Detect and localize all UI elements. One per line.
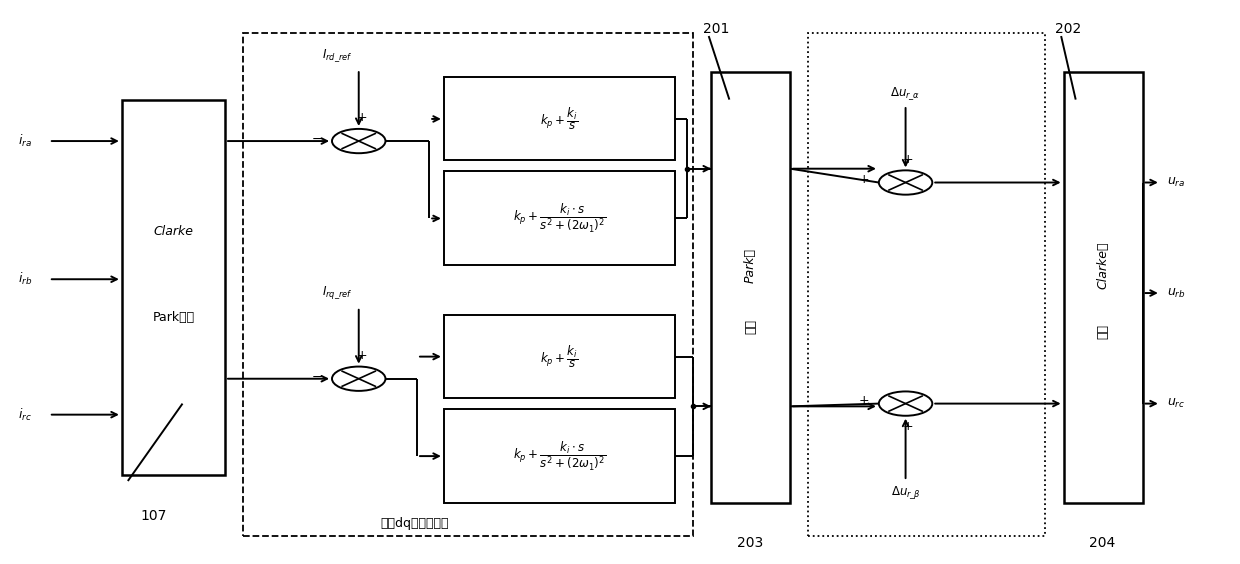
Text: $k_p + \dfrac{k_i \cdot s}{s^2+(2\omega_1)^2}$: $k_p + \dfrac{k_i \cdot s}{s^2+(2\omega_… bbox=[512, 202, 606, 235]
Bar bbox=[444, 409, 675, 503]
Text: $-$: $-$ bbox=[311, 369, 322, 382]
Text: $u_{rb}$: $u_{rb}$ bbox=[1167, 287, 1185, 299]
Text: 204: 204 bbox=[1089, 536, 1116, 550]
Text: 202: 202 bbox=[1055, 22, 1081, 36]
Text: $i_{rc}$: $i_{rc}$ bbox=[19, 407, 32, 422]
Text: 107: 107 bbox=[140, 509, 166, 523]
Text: $+$: $+$ bbox=[858, 173, 869, 186]
Text: $\Delta u_{r\_\alpha}$: $\Delta u_{r\_\alpha}$ bbox=[890, 86, 921, 102]
Text: 203: 203 bbox=[737, 536, 763, 550]
Text: 变换: 变换 bbox=[1096, 324, 1110, 339]
Text: $k_p + \dfrac{k_i}{s}$: $k_p + \dfrac{k_i}{s}$ bbox=[541, 105, 578, 133]
Text: $u_{rc}$: $u_{rc}$ bbox=[1167, 397, 1185, 410]
Text: 变换: 变换 bbox=[744, 319, 758, 334]
Bar bbox=[243, 33, 693, 536]
Circle shape bbox=[879, 391, 932, 416]
Bar bbox=[122, 100, 224, 475]
Text: Clarke: Clarke bbox=[154, 224, 193, 237]
Text: $-$: $-$ bbox=[311, 132, 322, 145]
Text: $+$: $+$ bbox=[858, 394, 869, 407]
Text: $+$: $+$ bbox=[903, 420, 914, 433]
Bar bbox=[1064, 72, 1142, 503]
Text: $I_{rq\_ref}$: $I_{rq\_ref}$ bbox=[322, 284, 352, 301]
Text: $i_{rb}$: $i_{rb}$ bbox=[19, 271, 32, 287]
Circle shape bbox=[879, 170, 932, 195]
Bar bbox=[444, 77, 675, 160]
Text: $+$: $+$ bbox=[356, 349, 367, 362]
Circle shape bbox=[332, 129, 386, 153]
Bar bbox=[711, 72, 790, 503]
Text: Park变换: Park变换 bbox=[153, 311, 195, 324]
Text: 正序dq旋转坐标系: 正序dq旋转坐标系 bbox=[379, 517, 449, 530]
Text: $k_p + \dfrac{k_i \cdot s}{s^2+(2\omega_1)^2}$: $k_p + \dfrac{k_i \cdot s}{s^2+(2\omega_… bbox=[512, 439, 606, 473]
Bar bbox=[808, 33, 1045, 536]
Text: Park反: Park反 bbox=[744, 248, 758, 283]
Bar bbox=[444, 171, 675, 266]
Text: $k_p + \dfrac{k_i}{s}$: $k_p + \dfrac{k_i}{s}$ bbox=[541, 343, 578, 370]
Circle shape bbox=[332, 367, 386, 391]
Text: $u_{ra}$: $u_{ra}$ bbox=[1167, 176, 1185, 189]
Text: 201: 201 bbox=[703, 22, 729, 36]
Bar bbox=[444, 315, 675, 398]
Text: Clarke反: Clarke反 bbox=[1096, 241, 1110, 289]
Text: $+$: $+$ bbox=[903, 153, 914, 166]
Text: $+$: $+$ bbox=[356, 112, 367, 125]
Text: $i_{ra}$: $i_{ra}$ bbox=[19, 133, 32, 149]
Text: $I_{rd\_ref}$: $I_{rd\_ref}$ bbox=[322, 47, 352, 64]
Text: $\Delta u_{r\_\beta}$: $\Delta u_{r\_\beta}$ bbox=[890, 484, 920, 501]
